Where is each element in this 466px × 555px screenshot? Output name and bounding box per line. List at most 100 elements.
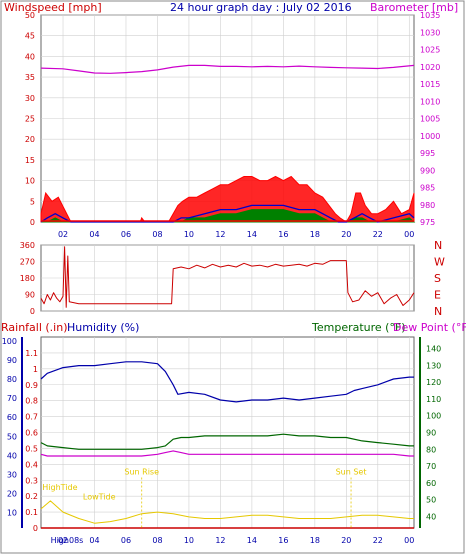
temperature-tick-label: 90 xyxy=(426,429,436,438)
rainfall-tick-label: 0.3 xyxy=(25,476,38,485)
high-time-label: High08s xyxy=(51,536,84,545)
wind-x-tick-label: 06 xyxy=(121,230,131,239)
barometer-tick-label: 1000 xyxy=(420,132,440,141)
wind-x-tick-label: 08 xyxy=(152,230,162,239)
humidity-tick-label: 100 xyxy=(2,337,17,346)
barometer-tick-label: 1030 xyxy=(420,28,440,37)
wind-x-tick-label: 10 xyxy=(184,230,194,239)
annotation-label: Sun Set xyxy=(336,468,367,477)
humidity-tick-label: 10 xyxy=(7,509,17,518)
barometer-tick-label: 990 xyxy=(420,166,435,175)
annotation-label: LowTide xyxy=(83,492,116,501)
rain-x-tick-label: 04 xyxy=(89,536,99,545)
rainfall-tick-label: 0.9 xyxy=(25,381,38,390)
average-wind-line xyxy=(40,204,415,223)
rain-x-tick-label: 16 xyxy=(278,536,288,545)
rainfall-tick-label: 1.1 xyxy=(25,349,38,358)
temperature-tick-label: 80 xyxy=(426,445,436,454)
temperature-tick-label: 60 xyxy=(426,479,436,488)
compass-label: N xyxy=(434,239,442,252)
wind-tick-label: 40 xyxy=(25,52,35,61)
rain-x-tick-label: 18 xyxy=(310,536,320,545)
compass-label: S xyxy=(434,272,441,285)
temperature-line xyxy=(40,433,414,450)
compass-label: N xyxy=(434,305,442,318)
humidity-tick-label: 50 xyxy=(7,432,17,441)
wind-tick-label: 20 xyxy=(25,135,35,144)
humidity-tick-label: 80 xyxy=(7,375,17,384)
wind-x-tick-label: 12 xyxy=(215,230,225,239)
rainfall-tick-label: 0.5 xyxy=(25,444,38,453)
humidity-line xyxy=(40,361,414,403)
wind-tick-label: 45 xyxy=(25,32,35,41)
humidity-tick-label: 30 xyxy=(7,471,17,480)
rainfall-tick-label: 0.7 xyxy=(25,413,38,422)
compass-label: E xyxy=(434,289,441,302)
wind-x-tick-label: 16 xyxy=(278,230,288,239)
annotation-label: HighTide xyxy=(42,483,77,492)
barometer-tick-label: 995 xyxy=(420,149,435,158)
rain-x-tick-label: 06 xyxy=(121,536,131,545)
barometer-tick-label: 975 xyxy=(420,218,435,227)
wind-tick-label: 15 xyxy=(25,156,35,165)
rainfall-tick-label: 1 xyxy=(33,365,38,374)
wind-tick-label: 10 xyxy=(25,177,35,186)
direction-tick-label: 270 xyxy=(20,258,35,267)
humidity-tick-label: 40 xyxy=(7,451,17,460)
dewpoint-line xyxy=(40,450,414,457)
barometer-tick-label: 1020 xyxy=(420,63,440,72)
barometer-tick-label: 1010 xyxy=(420,97,440,106)
temperature-tick-label: 40 xyxy=(426,512,436,521)
wind-x-tick-label: 02 xyxy=(58,230,68,239)
rainfall-tick-label: 0.8 xyxy=(25,397,38,406)
humidity-axis-title: Humidity (%) xyxy=(67,321,139,334)
barometer-tick-label: 980 xyxy=(420,201,435,210)
rain-x-tick-label: 00 xyxy=(404,536,414,545)
rain-x-tick-label: 12 xyxy=(215,536,225,545)
temperature-tick-label: 130 xyxy=(426,361,441,370)
wind-x-tick-label: 14 xyxy=(247,230,257,239)
chart-panels: 0510152025303540455097598098599099510001… xyxy=(2,11,445,545)
wind-x-tick-label: 04 xyxy=(89,230,99,239)
wind-tick-label: 50 xyxy=(25,11,35,20)
rain-x-tick-label: 20 xyxy=(341,536,351,545)
rainfall-axis-title: Rainfall (.in) xyxy=(1,321,68,334)
wind-tick-label: 5 xyxy=(30,197,35,206)
rain-x-tick-label: 14 xyxy=(247,536,257,545)
temperature-tick-label: 120 xyxy=(426,378,441,387)
temperature-axis-title: Temperature (°F) xyxy=(311,321,406,334)
rainfall-tick-label: 0.2 xyxy=(25,492,38,501)
humidity-tick-label: 60 xyxy=(7,413,17,422)
barometer-axis-title: Barometer [mb] xyxy=(370,1,458,14)
rainfall-tick-label: 0.6 xyxy=(25,429,38,438)
barometer-tick-label: 1025 xyxy=(420,46,440,55)
rain-x-tick-label: 02 xyxy=(58,536,68,545)
direction-tick-label: 360 xyxy=(20,241,35,250)
wind-tick-label: 25 xyxy=(25,115,35,124)
temperature-tick-label: 140 xyxy=(426,345,441,354)
annotation-label: Sun Rise xyxy=(124,468,159,477)
barometer-tick-label: 1015 xyxy=(420,80,440,89)
tide-line xyxy=(40,500,414,524)
temperature-tick-label: 50 xyxy=(426,496,436,505)
wind-x-tick-label: 22 xyxy=(373,230,383,239)
direction-tick-label: 90 xyxy=(25,291,35,300)
rain-x-tick-label: 08 xyxy=(152,536,162,545)
wind-axis-title: Windspeed [mph] xyxy=(4,1,102,14)
dewpoint-axis-title: Dew Point (°F) xyxy=(393,321,466,334)
rainfall-tick-label: 0.4 xyxy=(25,460,38,469)
wind-x-tick-label: 20 xyxy=(341,230,351,239)
wind-tick-label: 0 xyxy=(30,218,35,227)
humidity-tick-label: 90 xyxy=(7,356,17,365)
direction-tick-label: 0 xyxy=(30,307,35,316)
chart-title: 24 hour graph day : July 02 2016 xyxy=(170,1,352,14)
temperature-tick-label: 100 xyxy=(426,412,441,421)
wind-x-tick-label: 00 xyxy=(404,230,414,239)
compass-label: W xyxy=(434,256,445,269)
barometer-tick-label: 1005 xyxy=(420,115,440,124)
barometer-tick-label: 1035 xyxy=(420,11,440,20)
rain-x-tick-label: 10 xyxy=(184,536,194,545)
humidity-tick-label: 20 xyxy=(7,490,17,499)
